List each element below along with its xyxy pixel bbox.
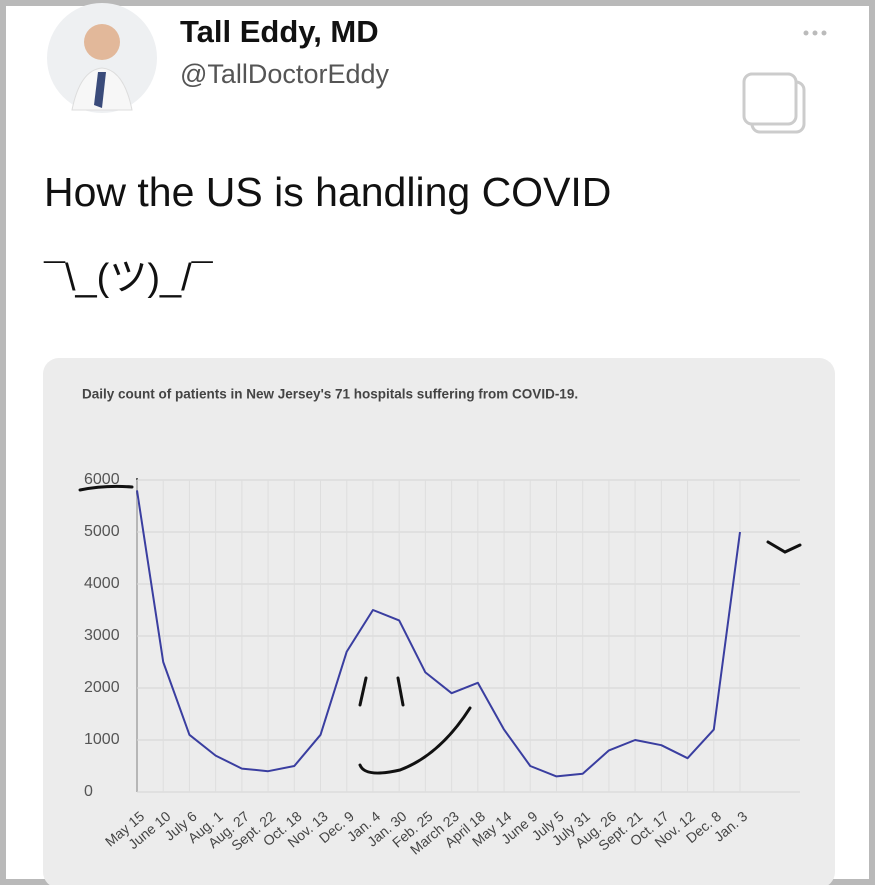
- avatar-face: [84, 24, 120, 60]
- avatar-tie: [94, 72, 106, 108]
- user-name[interactable]: Tall Eddy, MD: [180, 14, 379, 49]
- y-tick-label: 4000: [84, 575, 120, 592]
- chart-title: Daily count of patients in New Jersey's …: [82, 387, 578, 402]
- y-tick-label: 0: [84, 783, 93, 800]
- tweet-text: How the US is handling COVID: [44, 169, 611, 215]
- more-icon[interactable]: [803, 30, 827, 36]
- y-tick-label: 3000: [84, 627, 120, 644]
- y-tick-label: 1000: [84, 731, 120, 748]
- chart-photo[interactable]: [43, 358, 835, 888]
- y-tick-label: 5000: [84, 523, 120, 540]
- y-tick-label: 6000: [84, 471, 120, 488]
- user-handle[interactable]: @TallDoctorEddy: [180, 59, 389, 89]
- tweet-text: ¯\_(ツ)_/¯: [43, 257, 214, 299]
- data-line: [136, 490, 741, 778]
- y-tick-label: 2000: [84, 679, 120, 696]
- doodle: [78, 484, 802, 775]
- copy-icon[interactable]: [742, 72, 806, 134]
